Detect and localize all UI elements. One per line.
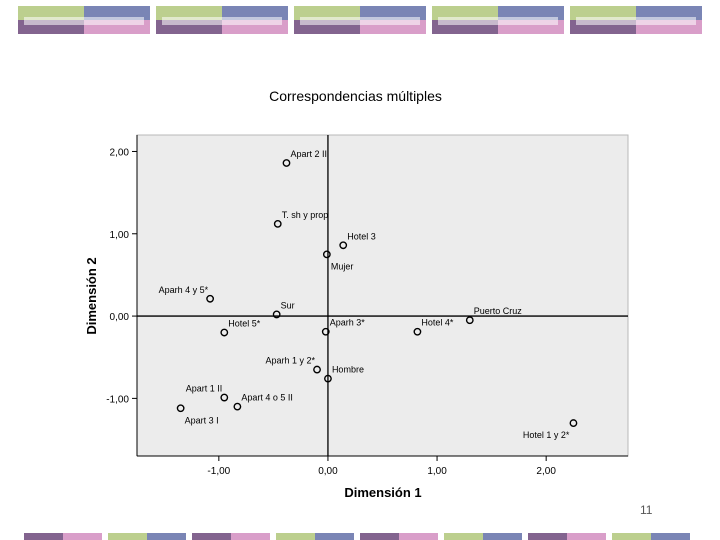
data-point [339, 241, 348, 250]
data-point [322, 250, 331, 259]
footer-decoration-3 [192, 533, 270, 540]
data-point-label: Hotel 3 [347, 231, 376, 241]
data-point [220, 328, 229, 337]
data-point [220, 393, 229, 402]
data-point-label: Sur [281, 300, 295, 310]
header-decoration-1 [18, 6, 150, 34]
data-point-label: Hotel 4* [421, 318, 454, 328]
x-tick-label: 0,00 [318, 466, 338, 477]
x-tick-label: -1,00 [207, 466, 230, 477]
header-decoration-3 [294, 6, 426, 34]
plot-area [136, 134, 629, 457]
footer-decoration-5 [360, 533, 438, 540]
data-point-label: Puerto Cruz [474, 306, 523, 316]
data-point [465, 316, 474, 325]
y-axis-label: Dimensión 2 [84, 257, 99, 334]
x-tick-label: 1,00 [427, 466, 447, 477]
data-point-label: Hombre [332, 365, 364, 375]
data-point [273, 219, 282, 228]
data-point-label: T. sh y prop [282, 210, 329, 220]
data-point-label: Apart 1 II [186, 384, 223, 394]
footer-decoration-8 [612, 533, 690, 540]
y-tick-label: -1,00 [106, 394, 129, 405]
footer-decoration-2 [108, 533, 186, 540]
y-tick-label: 2,00 [110, 147, 130, 158]
data-point-label: Apart 4 o 5 II [241, 393, 293, 403]
footer-decoration-4 [276, 533, 354, 540]
data-point [176, 404, 185, 413]
data-point [313, 365, 321, 374]
data-point [282, 159, 291, 167]
header-decoration-5 [570, 6, 702, 34]
data-point [206, 294, 215, 303]
data-point-label: Mujer [331, 261, 354, 271]
data-point [233, 402, 242, 411]
x-axis-label: Dimensión 1 [344, 485, 421, 500]
data-point [324, 374, 332, 383]
chart-title: Correspondencias múltiples [269, 88, 442, 104]
data-point [321, 327, 330, 336]
data-point [413, 327, 422, 336]
page-number: 11 [640, 503, 653, 517]
data-point-label: Hotel 5* [228, 319, 261, 329]
y-tick-label: 0,00 [110, 312, 130, 323]
data-point [272, 310, 281, 319]
x-tick-label: 2,00 [536, 466, 556, 477]
data-point-label: Aparh 1 y 2* [266, 356, 316, 366]
data-point-label: Hotel 1 y 2* [523, 430, 570, 440]
data-point-label: Aparh 4 y 5* [159, 285, 209, 295]
header-decoration-4 [432, 6, 564, 34]
footer-decoration-6 [444, 533, 522, 540]
data-point [569, 419, 578, 427]
footer-decoration-1 [24, 533, 102, 540]
y-tick-label: 1,00 [110, 230, 130, 241]
header-decoration-2 [156, 6, 288, 34]
data-point-label: Apart 3 I [185, 415, 219, 425]
data-point-label: Aparh 3* [330, 318, 366, 328]
footer-decoration-7 [528, 533, 606, 540]
data-point-label: Apart 2 II [290, 149, 327, 159]
